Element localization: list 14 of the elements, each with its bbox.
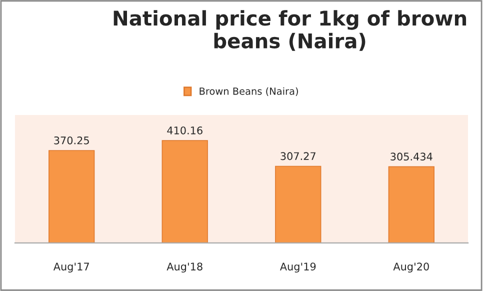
data-label: 410.16 [167,126,202,134]
bar [388,166,434,243]
data-label: 370.25 [54,136,89,144]
x-tick-label: Aug'19 [280,262,316,273]
chart-title: National price for 1kg of brown beans (Naira) [114,10,466,51]
bar [275,166,322,243]
legend-label: Brown Beans (Naira) [200,87,298,96]
data-label: 305.434 [390,152,432,161]
bar [48,150,95,243]
data-label: 307.27 [280,152,316,160]
x-tick-label: Aug'17 [53,262,89,273]
x-tick-label: Aug'18 [166,262,202,273]
bar [162,140,208,243]
x-tick-label: Aug'20 [393,262,429,273]
